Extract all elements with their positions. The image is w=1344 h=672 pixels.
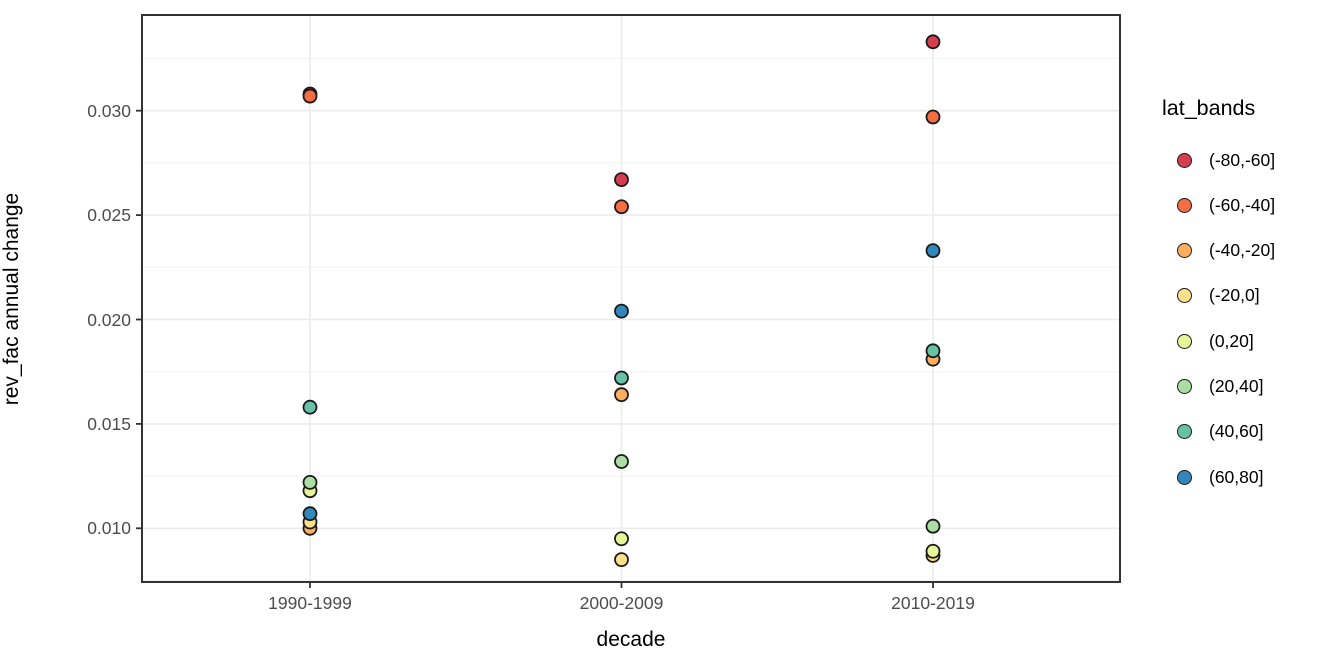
data-point — [302, 88, 318, 104]
data-point — [925, 109, 941, 125]
data-point — [614, 199, 629, 215]
data-point — [614, 370, 629, 386]
data-point — [614, 303, 629, 319]
data-point — [925, 34, 941, 50]
legend: lat_bands (-80,-60] (-60,-40] (-40,-20] (-2… — [1150, 0, 1344, 672]
panel-border — [141, 14, 1121, 583]
y-tick-label: 0.015 — [87, 413, 131, 434]
legend-key-circle-icon — [1177, 379, 1192, 394]
y-tick-label: 0.025 — [87, 205, 131, 226]
legend-item-label: (-40,-20] — [1209, 240, 1276, 261]
y-axis-title: rev_fac annual change — [0, 192, 23, 406]
legend-item: (-60,-40] — [1162, 192, 1275, 218]
data-point — [614, 172, 629, 188]
legend-item-label: (-80,-60] — [1209, 149, 1276, 170]
legend-item-label: (-60,-40] — [1209, 194, 1276, 215]
legend-key-circle-icon — [1177, 152, 1192, 168]
legend-item-label: (20,40] — [1209, 376, 1264, 396]
legend-title: lat_bands — [1162, 96, 1256, 120]
data-point — [302, 506, 318, 522]
legend-item: (-80,-60] — [1162, 147, 1275, 173]
legend-item-label: (0,20] — [1209, 330, 1254, 351]
x-tick-label: 2010-2019 — [891, 593, 975, 613]
legend-item: (60,80] — [1162, 464, 1263, 490]
gridlines — [142, 15, 1120, 582]
data-point — [925, 343, 941, 359]
legend-key-circle-icon — [1177, 469, 1192, 485]
data-point — [925, 243, 941, 258]
legend-key-circle-icon — [1177, 333, 1192, 349]
legend-item: (-20,0] — [1162, 283, 1260, 309]
plot-panel — [142, 15, 1120, 582]
y-tick-label: 0.030 — [87, 100, 131, 121]
legend-item-label: (40,60] — [1209, 421, 1264, 442]
legend-key-circle-icon — [1177, 197, 1192, 213]
y-tick-label: 0.010 — [87, 518, 131, 539]
data-point — [614, 552, 629, 568]
data-point — [302, 399, 318, 415]
data-point — [614, 454, 629, 469]
legend-key-circle-icon — [1177, 424, 1192, 440]
data-points — [302, 34, 941, 568]
x-tick-label: 2000-2009 — [579, 593, 664, 613]
data-point — [925, 543, 941, 559]
data-point — [614, 387, 629, 403]
data-point — [302, 474, 318, 490]
legend-key-circle-icon — [1177, 288, 1192, 304]
legend-item: (40,60] — [1162, 419, 1263, 445]
data-point — [925, 518, 941, 534]
legend-item-label: (-20,0] — [1209, 285, 1260, 306]
legend-item: (20,40] — [1162, 374, 1263, 400]
y-tick-label: 0.020 — [87, 309, 131, 330]
legend-item: (-40,-20] — [1162, 238, 1275, 264]
data-point — [614, 531, 629, 547]
x-tick-label: 1990-1999 — [268, 593, 352, 613]
legend-item: (0,20] — [1162, 328, 1254, 354]
legend-item-label: (60,80] — [1209, 466, 1264, 487]
x-axis-title: decade — [596, 628, 666, 651]
legend-key-circle-icon — [1177, 243, 1192, 259]
